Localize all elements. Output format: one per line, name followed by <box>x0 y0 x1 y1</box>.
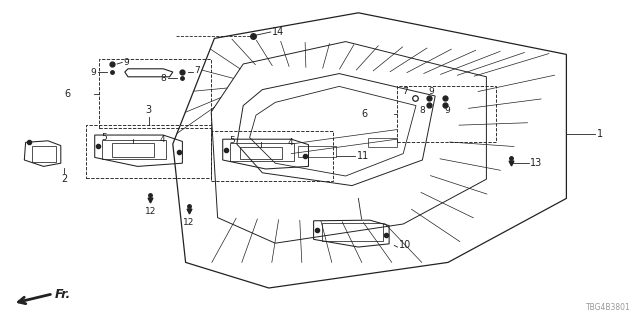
Text: 8: 8 <box>161 74 166 83</box>
Text: 6: 6 <box>362 109 368 119</box>
Text: 9: 9 <box>445 106 451 115</box>
Text: 10: 10 <box>399 240 411 251</box>
Text: 11: 11 <box>357 151 369 161</box>
Text: 9: 9 <box>429 87 435 96</box>
Text: 9: 9 <box>124 58 129 67</box>
Bar <box>86 125 211 178</box>
Text: 7: 7 <box>402 87 408 96</box>
Bar <box>397 86 496 142</box>
Text: 4: 4 <box>288 138 294 147</box>
Text: 2: 2 <box>61 174 67 184</box>
Text: TBG4B3801: TBG4B3801 <box>586 303 630 312</box>
Bar <box>240 147 282 159</box>
Bar <box>368 138 397 147</box>
Bar <box>322 223 383 241</box>
Text: 5: 5 <box>230 136 235 145</box>
Text: 14: 14 <box>272 27 284 37</box>
Bar <box>32 146 56 162</box>
Text: 4: 4 <box>160 135 166 144</box>
Bar <box>102 140 166 159</box>
Text: 1: 1 <box>597 129 604 140</box>
Text: 9: 9 <box>90 68 96 76</box>
Text: 7: 7 <box>194 66 200 75</box>
Text: 3: 3 <box>146 105 152 115</box>
Bar <box>230 143 294 161</box>
Bar <box>211 131 333 181</box>
Text: 5: 5 <box>102 133 107 142</box>
Text: 12: 12 <box>183 218 195 227</box>
Bar <box>99 59 211 128</box>
Text: 8: 8 <box>419 106 425 115</box>
Text: 13: 13 <box>530 158 542 168</box>
Text: 12: 12 <box>145 207 156 216</box>
Bar <box>112 143 154 157</box>
Bar <box>298 146 336 157</box>
Text: Fr.: Fr. <box>54 288 70 301</box>
Text: 6: 6 <box>64 89 70 99</box>
